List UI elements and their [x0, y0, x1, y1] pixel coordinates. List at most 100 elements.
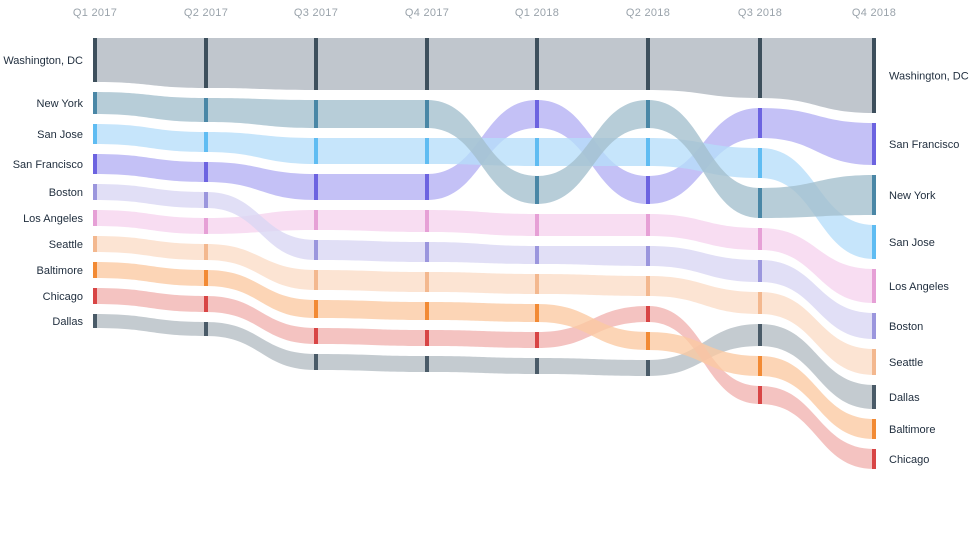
mark-dallas-q4-2017 [425, 356, 429, 372]
band-dallas [95, 314, 874, 409]
mark-boston-q1-2017 [93, 184, 97, 200]
mark-seattle-q4-2017 [425, 272, 429, 292]
left-label-baltimore: Baltimore [37, 265, 83, 277]
right-label-new-york: New York [889, 190, 936, 202]
mark-new-york-q3-2018 [758, 188, 762, 218]
mark-dallas-q2-2018 [646, 360, 650, 376]
mark-san-jose-q1-2018 [535, 138, 539, 166]
mark-seattle-q3-2017 [314, 270, 318, 290]
quarter-label-q2-2018: Q2 2018 [626, 7, 670, 19]
mark-baltimore-q1-2017 [93, 262, 97, 278]
mark-san-jose-q4-2017 [425, 138, 429, 164]
city-bands [95, 38, 874, 469]
left-label-san-jose: San Jose [37, 129, 83, 141]
mark-san-francisco-q2-2017 [204, 162, 208, 182]
mark-boston-q4-2018 [872, 313, 876, 339]
mark-baltimore-q3-2017 [314, 300, 318, 318]
band-new-york [95, 92, 874, 218]
mark-san-jose-q3-2017 [314, 138, 318, 164]
mark-boston-q2-2018 [646, 246, 650, 266]
mark-dallas-q1-2018 [535, 358, 539, 374]
mark-san-jose-q3-2018 [758, 148, 762, 178]
mark-baltimore-q4-2018 [872, 419, 876, 439]
mark-boston-q3-2018 [758, 260, 762, 282]
mark-seattle-q1-2018 [535, 274, 539, 294]
mark-chicago-q3-2017 [314, 328, 318, 344]
mark-chicago-q2-2017 [204, 296, 208, 312]
mark-seattle-q3-2018 [758, 292, 762, 314]
mark-san-francisco-q4-2017 [425, 174, 429, 200]
mark-washington-dc-q4-2017 [425, 38, 429, 90]
mark-los-angeles-q2-2017 [204, 218, 208, 234]
left-label-los-angeles: Los Angeles [23, 213, 83, 225]
mark-washington-dc-q3-2018 [758, 38, 762, 98]
quarter-label-q4-2017: Q4 2017 [405, 7, 449, 19]
mark-san-francisco-q1-2018 [535, 100, 539, 128]
mark-washington-dc-q1-2017 [93, 38, 97, 82]
band-chicago [95, 288, 874, 469]
band-washington-dc [95, 38, 874, 113]
right-label-los-angeles: Los Angeles [889, 281, 949, 293]
mark-seattle-q1-2017 [93, 236, 97, 252]
mark-washington-dc-q4-2018 [872, 38, 876, 113]
mark-baltimore-q2-2018 [646, 332, 650, 350]
quarter-label-q1-2018: Q1 2018 [515, 7, 559, 19]
mark-washington-dc-q2-2018 [646, 38, 650, 90]
mark-chicago-q1-2018 [535, 332, 539, 348]
mark-washington-dc-q3-2017 [314, 38, 318, 90]
mark-san-jose-q2-2018 [646, 138, 650, 166]
quarter-label-q2-2017: Q2 2017 [184, 7, 228, 19]
mark-chicago-q1-2017 [93, 288, 97, 304]
mark-dallas-q4-2018 [872, 385, 876, 409]
mark-san-jose-q4-2018 [872, 225, 876, 259]
right-label-dallas: Dallas [889, 392, 920, 404]
mark-washington-dc-q2-2017 [204, 38, 208, 88]
left-label-dallas: Dallas [52, 316, 83, 328]
mark-chicago-q4-2018 [872, 449, 876, 469]
mark-chicago-q3-2018 [758, 386, 762, 404]
band-los-angeles [95, 210, 874, 303]
quarter-marks [93, 38, 876, 469]
left-label-chicago: Chicago [43, 291, 83, 303]
left-label-boston: Boston [49, 187, 83, 199]
right-label-seattle: Seattle [889, 357, 923, 369]
mark-san-francisco-q1-2017 [93, 154, 97, 174]
mark-los-angeles-q4-2018 [872, 269, 876, 303]
mark-baltimore-q3-2018 [758, 356, 762, 376]
left-label-new-york: New York [37, 98, 84, 110]
mark-chicago-q2-2018 [646, 306, 650, 322]
mark-boston-q1-2018 [535, 246, 539, 264]
band-seattle [95, 236, 874, 375]
left-city-labels: Washington, DC New York San Jose San Franci… [3, 55, 83, 328]
mark-san-francisco-q3-2018 [758, 108, 762, 138]
mark-new-york-q3-2017 [314, 100, 318, 128]
mark-boston-q3-2017 [314, 240, 318, 260]
mark-new-york-q2-2017 [204, 98, 208, 122]
mark-boston-q2-2017 [204, 192, 208, 208]
mark-los-angeles-q2-2018 [646, 214, 650, 236]
mark-new-york-q1-2018 [535, 176, 539, 204]
mark-san-francisco-q3-2017 [314, 174, 318, 200]
mark-los-angeles-q3-2018 [758, 228, 762, 250]
mark-seattle-q4-2018 [872, 349, 876, 375]
mark-new-york-q4-2018 [872, 175, 876, 215]
right-label-boston: Boston [889, 321, 923, 333]
mark-chicago-q4-2017 [425, 330, 429, 346]
mark-los-angeles-q3-2017 [314, 210, 318, 230]
right-label-chicago: Chicago [889, 454, 929, 466]
quarter-label-q3-2018: Q3 2018 [738, 7, 782, 19]
mark-new-york-q4-2017 [425, 100, 429, 128]
quarter-label-q1-2017: Q1 2017 [73, 7, 117, 19]
mark-seattle-q2-2017 [204, 244, 208, 260]
mark-dallas-q2-2017 [204, 322, 208, 336]
band-baltimore [95, 262, 874, 439]
left-label-washington-dc: Washington, DC [3, 55, 83, 67]
quarter-label-q4-2018: Q4 2018 [852, 7, 896, 19]
band-boston [95, 184, 874, 339]
mark-baltimore-q4-2017 [425, 302, 429, 320]
mark-san-francisco-q2-2018 [646, 176, 650, 204]
right-label-san-jose: San Jose [889, 237, 935, 249]
quarter-axis-labels: Q1 2017 Q2 2017 Q3 2017 Q4 2017 Q1 2018 Q2 20… [73, 7, 896, 19]
mark-baltimore-q2-2017 [204, 270, 208, 286]
